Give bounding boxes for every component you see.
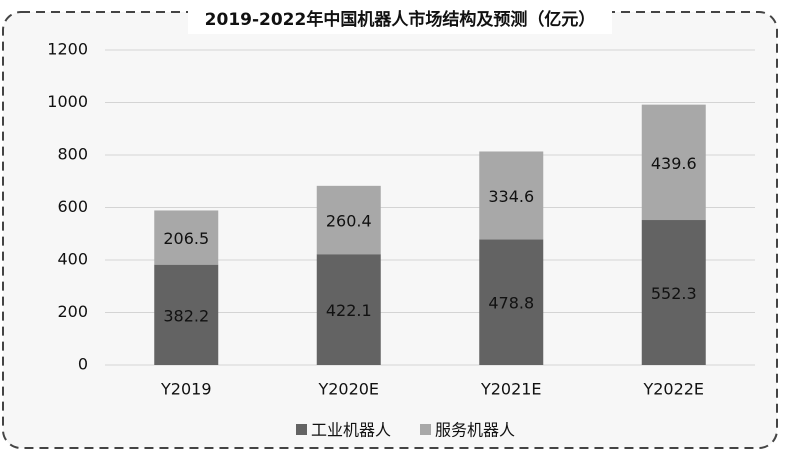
legend-swatch (420, 424, 431, 435)
bar (154, 264, 219, 365)
data-label: 478.8 (488, 294, 534, 313)
legend-swatch (296, 424, 307, 435)
data-label: 206.5 (163, 229, 209, 248)
chart-title: 2019-2022年中国机器人市场结构及预测（亿元） (205, 9, 596, 30)
x-tick-label: Y2019 (160, 380, 212, 399)
bar (641, 104, 706, 221)
x-tick-label: Y2020E (317, 380, 379, 399)
y-tick-label: 1000 (47, 92, 88, 111)
bar (479, 151, 544, 240)
title-background (188, 4, 612, 34)
bar (154, 210, 219, 265)
data-label: 260.4 (326, 212, 372, 231)
data-label: 552.3 (651, 284, 697, 303)
legend-label: 服务机器人 (435, 421, 515, 440)
data-label: 422.1 (326, 301, 372, 320)
bar (641, 220, 706, 365)
y-tick-label: 200 (57, 302, 88, 321)
legend-label: 工业机器人 (311, 421, 391, 440)
y-tick-label: 1200 (47, 40, 88, 59)
x-tick-label: Y2022E (642, 380, 704, 399)
bar (479, 239, 544, 365)
bar (316, 254, 381, 365)
data-label: 439.6 (651, 154, 697, 173)
x-tick-label: Y2021E (480, 380, 542, 399)
y-tick-label: 600 (57, 197, 88, 216)
y-tick-label: 0 (78, 355, 88, 374)
y-tick-label: 800 (57, 145, 88, 164)
data-label: 334.6 (488, 187, 534, 206)
data-label: 382.2 (163, 306, 209, 325)
bar (316, 185, 381, 255)
y-tick-label: 400 (57, 250, 88, 269)
